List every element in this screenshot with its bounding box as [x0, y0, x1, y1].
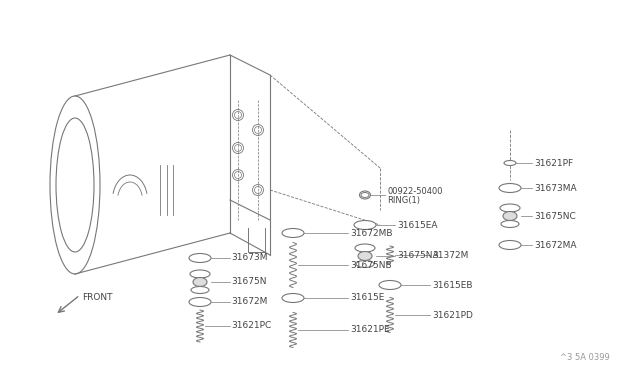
Ellipse shape: [503, 212, 517, 221]
Text: 31615EA: 31615EA: [397, 221, 438, 230]
Ellipse shape: [501, 221, 519, 228]
Ellipse shape: [379, 280, 401, 289]
Text: 31621PF: 31621PF: [534, 158, 573, 167]
Text: 31372M: 31372M: [432, 250, 468, 260]
Ellipse shape: [355, 244, 375, 252]
Ellipse shape: [499, 241, 521, 250]
Ellipse shape: [356, 260, 374, 267]
Text: 31675NC: 31675NC: [534, 212, 576, 221]
Text: 31621PE: 31621PE: [350, 326, 390, 334]
Text: 31621PD: 31621PD: [432, 311, 473, 320]
Text: 31621PC: 31621PC: [231, 321, 271, 330]
Text: 31672MA: 31672MA: [534, 241, 577, 250]
Ellipse shape: [189, 298, 211, 307]
Text: 31675NA: 31675NA: [397, 251, 438, 260]
Text: 31673M: 31673M: [231, 253, 268, 263]
Text: 31615EB: 31615EB: [432, 280, 472, 289]
Text: 31672M: 31672M: [231, 298, 268, 307]
Text: 31615E: 31615E: [350, 294, 385, 302]
Ellipse shape: [358, 251, 372, 260]
Text: ^3 5A 0399: ^3 5A 0399: [560, 353, 610, 362]
Ellipse shape: [193, 278, 207, 286]
Ellipse shape: [282, 228, 304, 237]
Text: RING(1): RING(1): [387, 196, 420, 205]
Ellipse shape: [189, 253, 211, 263]
Ellipse shape: [190, 270, 210, 278]
Ellipse shape: [361, 192, 369, 198]
Ellipse shape: [354, 221, 376, 230]
Ellipse shape: [500, 204, 520, 212]
Text: 31672MB: 31672MB: [350, 228, 392, 237]
Text: 31675N: 31675N: [231, 278, 266, 286]
Text: FRONT: FRONT: [82, 294, 113, 302]
Text: 00922-50400: 00922-50400: [387, 186, 442, 196]
Text: 31673MA: 31673MA: [534, 183, 577, 192]
Ellipse shape: [191, 286, 209, 294]
Ellipse shape: [499, 183, 521, 192]
Text: 31675NB: 31675NB: [350, 260, 392, 269]
Ellipse shape: [282, 294, 304, 302]
Ellipse shape: [504, 160, 516, 166]
Ellipse shape: [360, 191, 371, 199]
